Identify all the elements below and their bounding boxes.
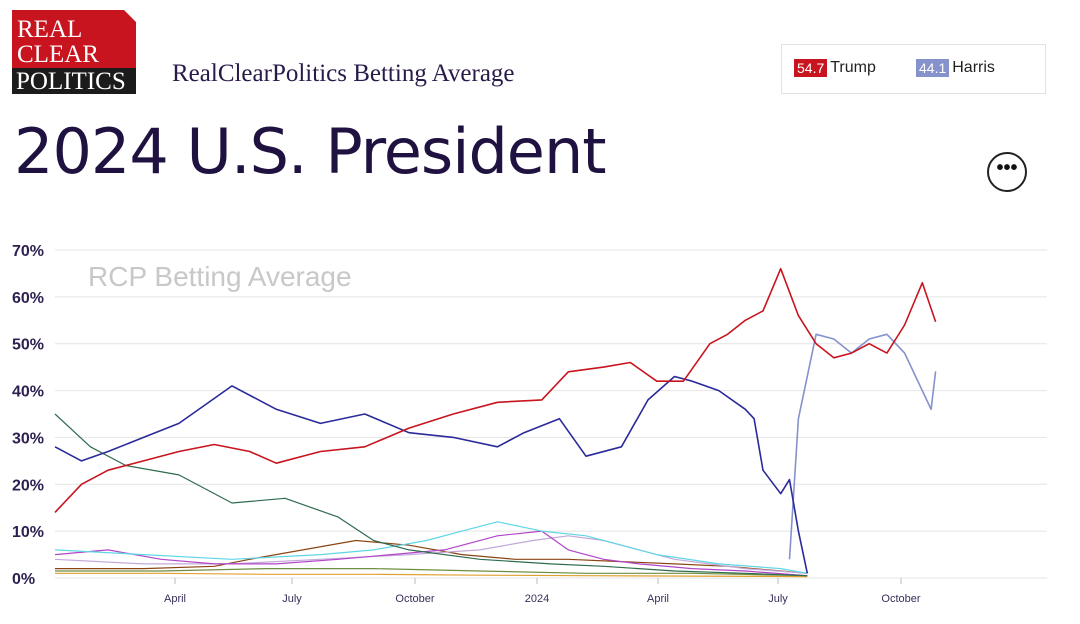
rcp-logo: REAL CLEAR POLITICS — [12, 10, 136, 95]
legend-label-trump: Trump — [830, 59, 876, 76]
y-tick-label: 50% — [12, 337, 44, 354]
x-tick-label: October — [881, 593, 920, 605]
y-tick-label: 20% — [12, 477, 44, 494]
logo-line-3: POLITICS — [12, 68, 136, 95]
series-line-harris — [788, 333, 937, 560]
more-options-button[interactable]: ••• — [987, 152, 1027, 192]
legend-item-harris[interactable]: 44.1 Harris — [916, 59, 995, 77]
x-tick-label: July — [768, 593, 788, 605]
chart-legend: 54.7 Trump 44.1 Harris — [781, 44, 1046, 94]
y-tick-label: 10% — [12, 524, 44, 541]
series-line-other-8 — [55, 567, 808, 577]
logo-line-1: REAL — [17, 16, 83, 43]
series-line-trump — [54, 267, 937, 513]
legend-value-trump: 54.7 — [794, 59, 828, 77]
x-tick-label: October — [395, 593, 434, 605]
y-tick-label: 40% — [12, 384, 44, 401]
chart-watermark: RCP Betting Average — [88, 261, 352, 292]
x-tick-label: April — [164, 593, 186, 605]
legend-item-trump[interactable]: 54.7 Trump — [794, 59, 876, 77]
legend-value-harris: 44.1 — [916, 59, 950, 77]
logo-line-2: CLEAR — [17, 41, 99, 68]
x-tick-label: July — [282, 593, 302, 605]
series-line-other-3 — [54, 413, 808, 577]
y-tick-label: 60% — [12, 290, 44, 307]
y-tick-label: 0% — [12, 571, 35, 588]
y-tick-label: 70% — [12, 243, 44, 260]
legend-label-harris: Harris — [952, 59, 995, 76]
series-line-other-9 — [55, 572, 808, 578]
brand-title: RealClearPolitics Betting Average — [172, 60, 515, 87]
y-tick-label: 30% — [12, 430, 44, 447]
series-line-other-4 — [54, 521, 808, 574]
logo-fold — [124, 10, 136, 22]
series-line-biden — [54, 375, 809, 574]
x-tick-label: April — [647, 593, 669, 605]
series-line-other-5 — [54, 530, 808, 577]
x-tick-label: 2024 — [525, 593, 549, 605]
page-title: 2024 U.S. President — [14, 115, 607, 188]
